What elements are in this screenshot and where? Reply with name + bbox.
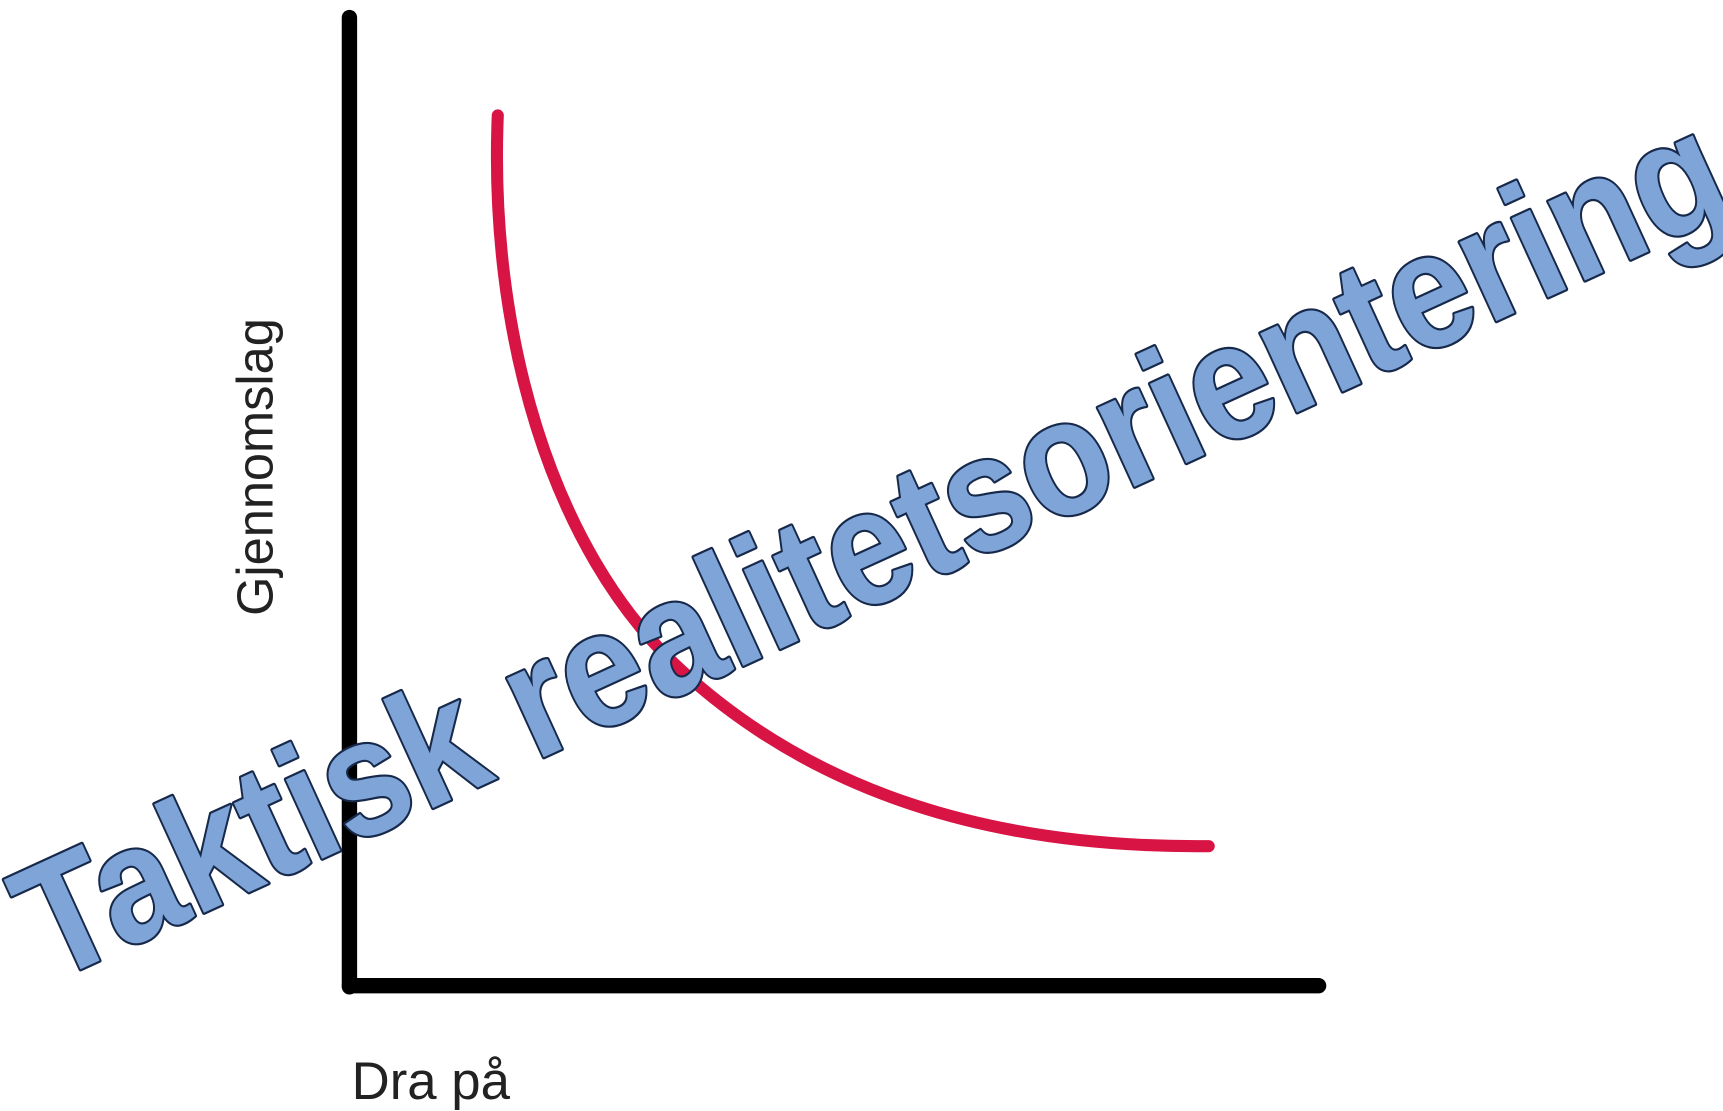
- x-axis-label: Dra på: [352, 1052, 511, 1111]
- y-axis-label: Gjennomslag: [227, 318, 284, 616]
- curve: [490, 109, 1215, 853]
